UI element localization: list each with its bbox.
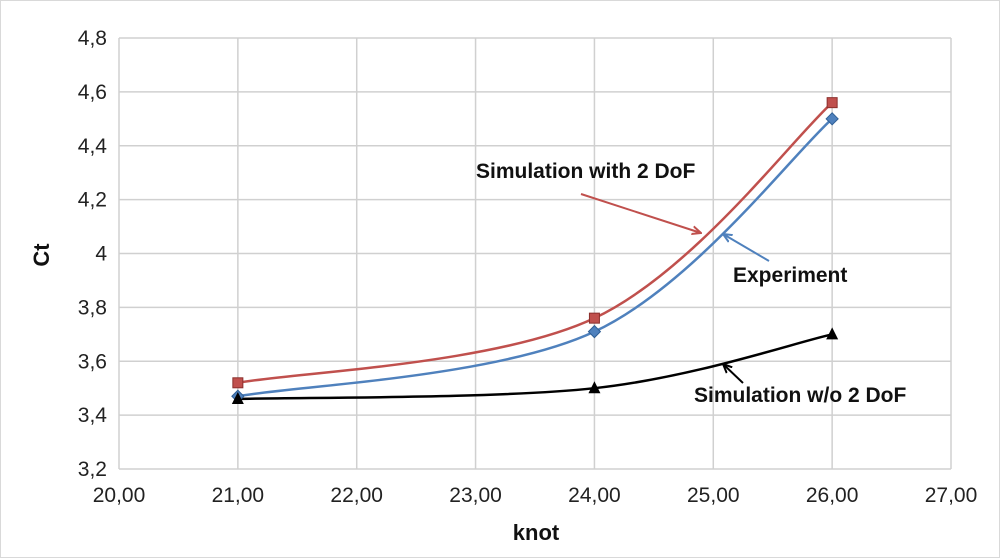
annotation-arrow-experiment xyxy=(723,234,770,262)
y-tick-label: 3,2 xyxy=(78,458,107,481)
data-point-marker xyxy=(588,381,601,394)
x-axis-title: knot xyxy=(513,520,560,545)
series-line-0 xyxy=(237,101,833,385)
annotation-arrow-simulation-without-2dof xyxy=(723,364,744,384)
data-point-marker xyxy=(588,312,600,324)
x-tick-label: 20,00 xyxy=(93,484,146,507)
annotation-simulation-with-2dof: Simulation with 2 DoF xyxy=(476,160,696,183)
x-tick-labels: 20,00 21,00 22,00 23,00 24,00 25,00 26,00 27,00 xyxy=(93,484,978,507)
y-tick-label: 4,4 xyxy=(78,135,108,158)
x-tick-label: 23,00 xyxy=(449,484,502,507)
annotation-simulation-without-2dof: Simulation w/o 2 DoF xyxy=(694,384,907,407)
x-tick-label: 27,00 xyxy=(925,484,978,507)
y-tick-label: 3,6 xyxy=(78,350,107,373)
y-tick-label: 3,8 xyxy=(78,296,107,319)
annotation-experiment: Experiment xyxy=(733,264,847,287)
annotation-arrow-simulation-with-2dof xyxy=(580,193,701,233)
series-markers xyxy=(231,97,839,404)
y-axis-title: Ct xyxy=(29,243,54,267)
y-tick-labels: 3,2 3,4 3,6 3,8 4 4,2 4,4 4,6 4,8 xyxy=(78,27,108,481)
x-tick-label: 22,00 xyxy=(330,484,383,507)
grid-lines xyxy=(118,37,952,470)
x-tick-label: 26,00 xyxy=(806,484,859,507)
x-tick-label: 21,00 xyxy=(212,484,265,507)
data-point-marker xyxy=(587,324,602,339)
series-line-2 xyxy=(237,333,833,401)
x-tick-label: 25,00 xyxy=(687,484,740,507)
data-point-marker xyxy=(825,112,839,126)
data-point-marker xyxy=(826,327,839,340)
y-tick-label: 3,4 xyxy=(78,404,108,427)
data-point-marker xyxy=(232,377,244,389)
data-point-marker xyxy=(231,391,244,404)
y-tick-label: 4,2 xyxy=(78,189,107,212)
x-tick-label: 24,00 xyxy=(568,484,621,507)
series-lines xyxy=(237,101,833,401)
y-tick-label: 4,6 xyxy=(78,81,107,104)
y-tick-label: 4 xyxy=(95,243,107,266)
data-point-marker xyxy=(826,97,838,109)
y-tick-label: 4,8 xyxy=(78,27,107,50)
annotations: Simulation with 2 DoF Experiment Simulat… xyxy=(476,160,907,407)
